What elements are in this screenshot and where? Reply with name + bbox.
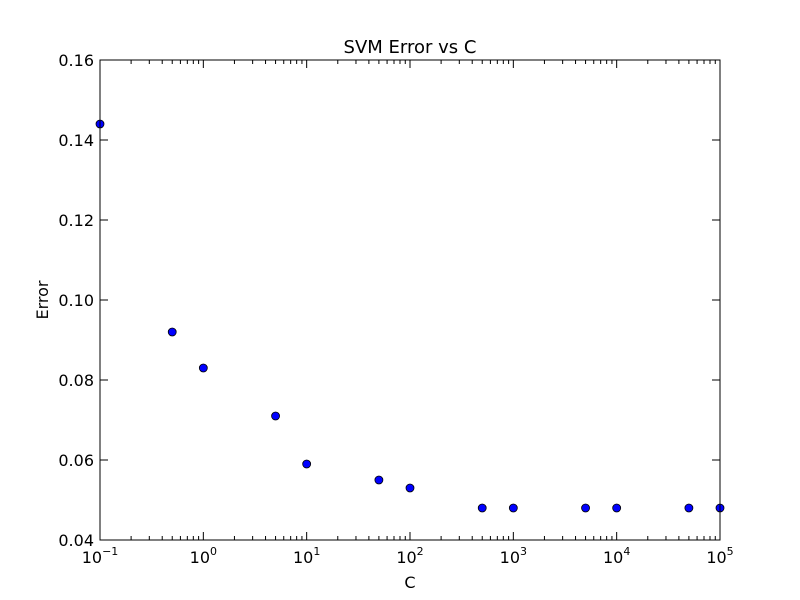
data-point [508,503,518,513]
data-point [612,503,622,513]
data-point [581,503,590,513]
tick-layer: 10−1 100 101 102 103 104 1050.040.060.080.100.… [58,51,733,567]
y-tick-label: 0.14 [58,131,94,150]
chart-title: SVM Error vs C [344,37,477,58]
y-tick-label: 0.04 [58,531,94,550]
data-point [684,503,694,513]
x-tick-label: 102 [396,545,423,567]
x-tick-label: 103 [500,545,527,567]
y-tick-label: 0.16 [58,51,94,70]
x-tick-label-exponent: 1 [313,545,320,558]
x-tick-label: 101 [293,545,320,567]
x-axis-label: C [404,573,415,592]
y-tick-label: 0.06 [58,451,94,470]
x-tick-label-exponent: 0 [210,545,217,558]
x-tick-label-base: 10 [293,548,313,567]
x-tick-label-exponent: −1 [102,545,118,558]
x-tick-label-base: 10 [603,548,623,567]
data-point [405,483,415,493]
x-tick-label-base: 10 [396,548,416,567]
x-tick-label-base: 10 [706,548,726,567]
y-axis-label: Error [33,280,52,319]
x-tick-label-base: 10 [190,548,210,567]
x-tick-label: 104 [603,545,630,567]
plot-area-frame [99,59,721,541]
y-tick-label: 0.08 [58,371,94,390]
x-tick-label: 105 [706,545,733,567]
data-point [374,475,384,485]
data-point [167,327,177,337]
x-tick-label: 10−1 [82,545,119,567]
x-tick-label-exponent: 3 [520,545,527,558]
data-point [302,459,312,469]
data-point [198,363,208,373]
y-tick-label: 0.12 [58,211,94,230]
x-tick-label-exponent: 4 [623,545,630,558]
x-tick-label-base: 10 [500,548,520,567]
x-tick-label: 100 [190,545,217,567]
y-tick-label: 0.10 [58,291,94,310]
data-point [477,503,487,513]
x-tick-label-exponent: 5 [727,545,734,558]
x-tick-label-exponent: 2 [417,545,424,558]
x-tick-label-base: 10 [82,548,102,567]
data-point-layer [95,119,725,513]
data-point [271,411,280,421]
